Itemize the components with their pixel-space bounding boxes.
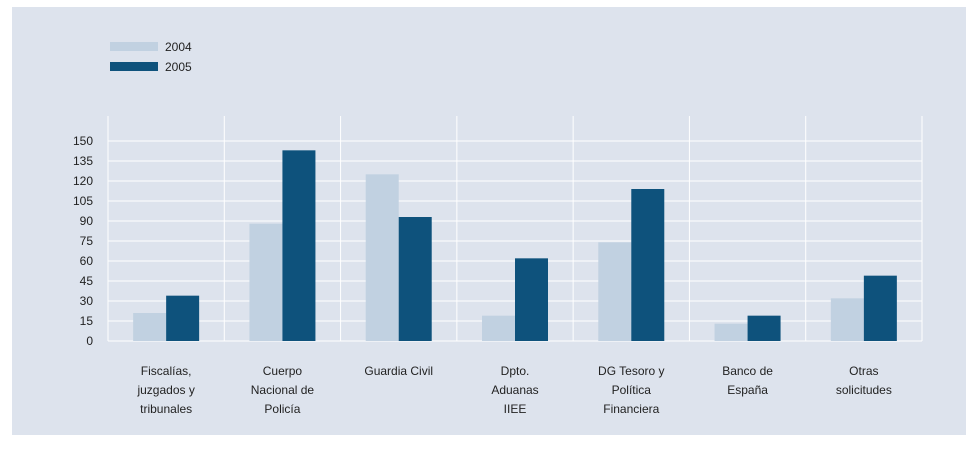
y-tick-label: 60: [80, 254, 94, 268]
bar-2004-6: [830, 298, 864, 341]
y-tick-label: 0: [86, 334, 93, 348]
bar-2005-1: [282, 150, 316, 341]
y-tick-label: 15: [80, 314, 94, 328]
bar-2005-6: [863, 275, 897, 341]
y-tick-label: 150: [73, 134, 93, 148]
x-category-label: Cuerpo Nacional de Policía: [251, 364, 315, 416]
x-axis: Fiscalías, juzgados y tribunales Cuerpo Naci…: [136, 364, 891, 416]
bar-2004-2: [365, 174, 399, 341]
x-category-label: Dpto. Aduanas IIEE: [491, 364, 538, 416]
legend-swatch-2005: [110, 62, 158, 71]
x-category-label: DG Tesoro y Política Financiera: [598, 364, 664, 416]
bar-2005-3: [515, 258, 548, 341]
legend-label-2004: 2004: [165, 40, 192, 54]
x-category-label: Fiscalías, juzgados y tribunales: [136, 364, 194, 416]
y-tick-label: 30: [80, 294, 94, 308]
bar-2004-1: [249, 223, 283, 341]
bar-2004-0: [133, 313, 167, 341]
bar-2004-3: [482, 315, 515, 341]
y-tick-label: 120: [73, 174, 93, 188]
bar-2004-4: [598, 242, 632, 341]
bar-2005-5: [747, 315, 781, 341]
y-tick-label: 75: [80, 234, 94, 248]
y-tick-label: 135: [73, 154, 93, 168]
y-axis: 0 15 30 45 60 75 90 105 120 135 150: [73, 134, 93, 348]
bars: [133, 150, 897, 341]
y-tick-label: 45: [80, 274, 94, 288]
x-category-label: Banco de España: [722, 364, 773, 397]
legend-swatch-2004: [110, 42, 158, 51]
legend-label-2005: 2005: [165, 60, 192, 74]
x-category-label: Guardia Civil: [364, 364, 433, 378]
bar-2004-5: [714, 323, 748, 341]
bar-2005-4: [631, 189, 665, 341]
legend: 2004 2005: [110, 40, 192, 74]
y-tick-label: 90: [80, 214, 94, 228]
bar-2005-0: [166, 295, 200, 341]
x-category-label: Otras solicitudes: [836, 364, 892, 397]
bar-2005-2: [398, 217, 432, 341]
y-tick-label: 105: [73, 194, 93, 208]
